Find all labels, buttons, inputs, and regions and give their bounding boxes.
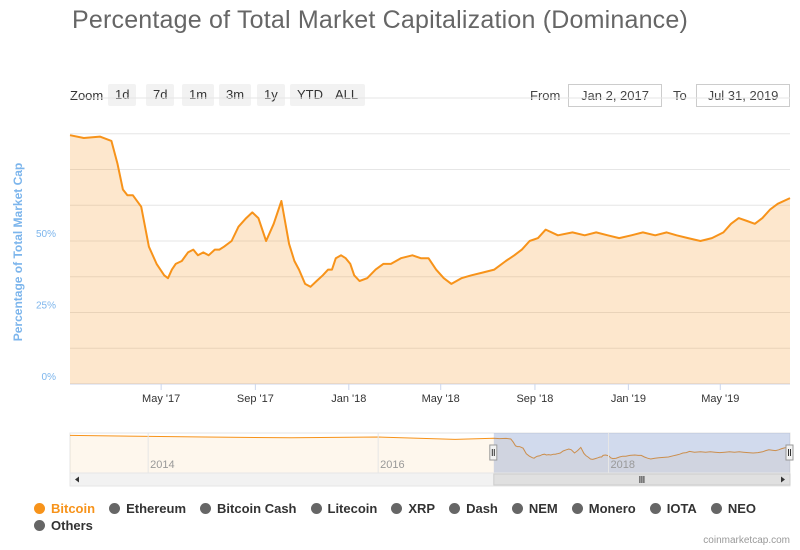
x-tick-label: May '17 [142,393,180,405]
legend: Bitcoin Ethereum Bitcoin Cash Litecoin XRP Da… [34,501,794,535]
y-tick-label: 50% [36,229,56,240]
x-tick-label: May '18 [422,393,460,405]
navigator-selection [493,433,790,473]
navigator-right-handle[interactable] [785,444,794,461]
legend-item-label: Bitcoin Cash [217,501,297,516]
scroll-left-arrow-icon[interactable] [75,476,79,483]
legend-item-label: Litecoin [327,501,378,516]
legend-item-litecoin[interactable]: Litecoin [310,501,378,516]
legend-item-label: XRP [408,501,436,516]
legend-item-xrp[interactable]: XRP [391,501,435,516]
legend-item-label: Monero [588,501,636,516]
legend-item-label: Ethereum [126,501,187,516]
x-tick-label: Jan '19 [611,393,646,405]
legend-item-neo[interactable]: NEO [710,501,756,516]
y-tick-label: 0% [42,372,57,383]
legend-item-label: Dash [466,501,498,516]
legend-item-dash[interactable]: Dash [449,501,498,516]
y-axis-label: Percentage of Total Market Cap [11,163,25,342]
chart-title: Percentage of Total Market Capitalizatio… [72,6,688,34]
legend-dot-icon [310,503,322,514]
range-from-label: From [530,88,561,103]
legend-dot-icon [511,503,523,514]
y-tick-label: 25% [36,301,56,312]
legend-dot-icon [391,503,403,514]
legend-item-bitcoin[interactable]: Bitcoin [34,501,95,516]
legend-item-nem[interactable]: NEM [511,501,558,516]
legend-item-ethereum[interactable]: Ethereum [109,501,186,516]
navigator-area [70,435,790,473]
navigator-left-handle[interactable] [489,444,498,461]
x-tick-label: Sep '18 [516,393,553,405]
legend-item-monero[interactable]: Monero [571,501,636,516]
scroll-right-arrow-icon[interactable] [781,476,785,483]
credits-link[interactable]: coinmarketcap.com [703,535,790,546]
navigator-line [69,434,791,460]
legend-item-iota[interactable]: IOTA [649,501,697,516]
legend-dot-icon [449,503,461,514]
x-tick-label: Jan '18 [331,393,366,405]
legend-item-label: Bitcoin [51,501,96,516]
legend-dot-icon [34,520,45,531]
range-from-input[interactable]: Jan 2, 2017 [568,84,662,107]
legend-item-label: Others [51,518,93,533]
navigator-tick-label: 2018 [611,459,635,471]
zoom-label: Zoom [70,88,104,103]
legend-dot-icon [571,503,583,514]
legend-dot-icon [34,503,45,514]
bitcoin-area [70,135,790,384]
legend-item-label: NEM [528,501,558,516]
legend-item-others[interactable]: Others [34,518,93,533]
x-tick-label: May '19 [701,393,739,405]
legend-dot-icon [200,503,212,514]
navigator-tick-label: 2014 [150,459,174,471]
x-tick-label: Sep '17 [237,393,274,405]
navigator-tick-label: 2016 [380,459,404,471]
range-to-input[interactable]: Jul 31, 2019 [696,84,790,107]
navigator-background [69,432,791,474]
legend-dot-icon [109,503,121,514]
navigator[interactable]: 2014 2016 2018 [69,432,794,487]
legend-item-label: NEO [727,501,756,516]
legend-item-bitcoin-cash[interactable]: Bitcoin Cash [200,501,297,516]
legend-item-label: IOTA [666,501,697,516]
bitcoin-line [69,134,791,288]
range-to-label: To [673,88,687,103]
legend-dot-icon [710,503,722,514]
legend-dot-icon [649,503,661,514]
